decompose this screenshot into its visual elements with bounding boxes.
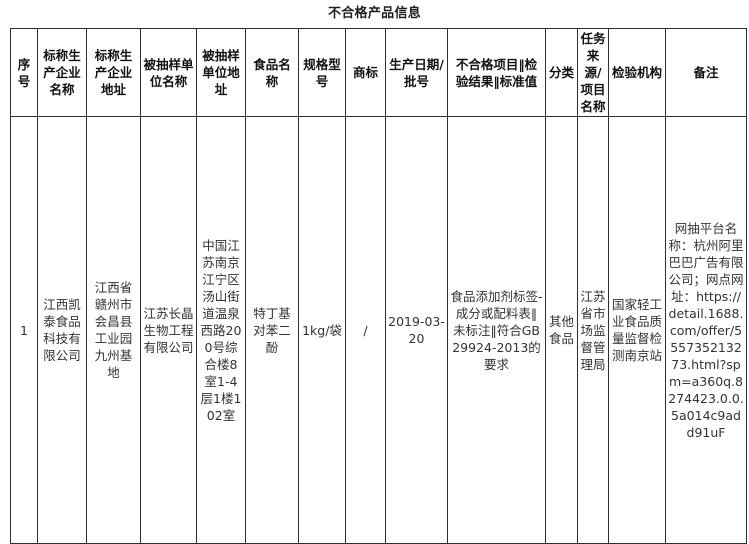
- column-header-trademark: 商标: [345, 28, 386, 117]
- cell-inspection-agency: 国家轻工业食品质量监督检测南京站: [608, 116, 666, 544]
- column-header-task-source: 任务来源/项目名称: [577, 28, 609, 117]
- cell-food-name: 特丁基对苯二酚: [245, 116, 299, 544]
- column-header-producer-address: 标称生产企业地址: [86, 28, 141, 117]
- cell-remarks: 网抽平台名称：杭州阿里巴巴广告有限公司；网点网址：https://detail.…: [665, 116, 747, 544]
- column-header-failed-item: 不合格项目‖检验结果‖标准值: [447, 28, 546, 117]
- column-header-remarks: 备注: [665, 28, 747, 117]
- table-header-row: 序号 标称生产企业名称 标称生产企业地址 被抽样单位名称 被抽样单位地址 食品名…: [10, 28, 747, 117]
- cell-sampled-unit-name: 江苏长晶生物工程有限公司: [140, 116, 197, 544]
- cell-producer-name: 江西凯泰食品科技有限公司: [37, 116, 87, 544]
- table-row: 1 江西凯泰食品科技有限公司 江西省赣州市会昌县工业园九州基地 江苏长晶生物工程…: [10, 116, 747, 544]
- column-header-food-name: 食品名称: [245, 28, 299, 117]
- cell-task-source: 江苏省市场监督管理局: [577, 116, 609, 544]
- cell-failed-item: 食品添加剂标签-成分或配料表‖未标注‖符合GB29924-2013的要求: [447, 116, 546, 544]
- table-body: 1 江西凯泰食品科技有限公司 江西省赣州市会昌县工业园九州基地 江苏长晶生物工程…: [10, 116, 747, 544]
- column-header-producer-name: 标称生产企业名称: [37, 28, 87, 117]
- cell-specification: 1kg/袋: [298, 116, 346, 544]
- table-header: 序号 标称生产企业名称 标称生产企业地址 被抽样单位名称 被抽样单位地址 食品名…: [10, 28, 747, 117]
- column-header-index: 序号: [10, 28, 38, 117]
- column-header-production-date: 生产日期/批号: [385, 28, 448, 117]
- cell-index: 1: [10, 116, 38, 544]
- column-header-specification: 规格型号: [298, 28, 346, 117]
- column-header-sampled-unit-name: 被抽样单位名称: [140, 28, 197, 117]
- cell-category: 其他食品: [545, 116, 578, 544]
- column-header-sampled-unit-address: 被抽样单位地址: [196, 28, 246, 117]
- cell-production-date: 2019-03-20: [385, 116, 448, 544]
- cell-sampled-unit-address: 中国江苏南京江宁区汤山街道温泉西路200号综合楼8室1-4层1楼102室: [196, 116, 246, 544]
- nonconforming-products-table: 序号 标称生产企业名称 标称生产企业地址 被抽样单位名称 被抽样单位地址 食品名…: [10, 28, 747, 544]
- column-header-inspection-agency: 检验机构: [608, 28, 666, 117]
- column-header-category: 分类: [545, 28, 578, 117]
- cell-trademark: /: [345, 116, 386, 544]
- page-title: 不合格产品信息: [327, 6, 422, 21]
- cell-producer-address: 江西省赣州市会昌县工业园九州基地: [86, 116, 141, 544]
